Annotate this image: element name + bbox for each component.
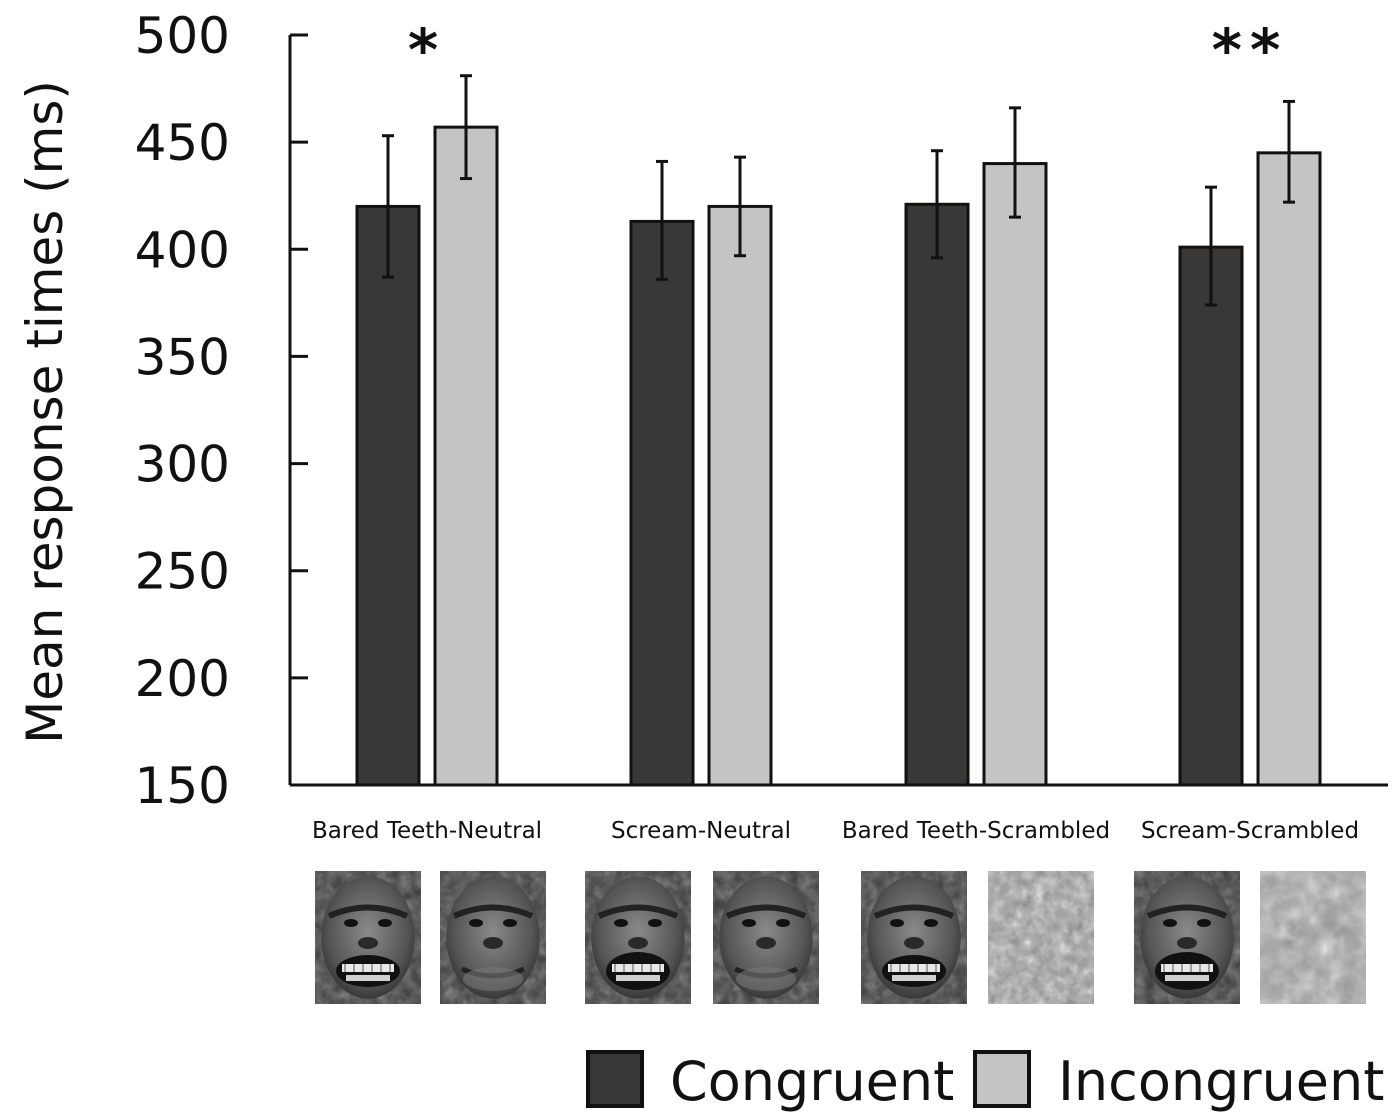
legend-label: Incongruent <box>1058 1050 1384 1112</box>
y-tick-label: 400 <box>135 221 230 279</box>
y-tick-label: 450 <box>135 114 230 172</box>
incongruent-bar <box>433 125 499 787</box>
y-tick-label: 300 <box>135 436 230 494</box>
y-tick-label: 350 <box>135 328 230 386</box>
congruent-error-bar <box>1205 185 1217 307</box>
congruent-bar <box>629 219 695 787</box>
neutral-chimpanzee-face <box>440 871 546 1004</box>
incongruent-error-bar <box>1009 106 1021 219</box>
significance-marker: ** <box>1212 16 1289 84</box>
scrambled-image <box>988 871 1094 1004</box>
y-axis-title: Mean response times (ms) <box>16 80 74 744</box>
incongruent-error-bar <box>1283 99 1295 204</box>
legend-swatch <box>586 1050 644 1108</box>
congruent-error-bar <box>656 159 668 281</box>
y-tick-label: 500 <box>135 7 230 65</box>
legend-label: Congruent <box>670 1050 954 1112</box>
legend-item-congruent: Congruent <box>586 1050 954 1112</box>
neutral-chimpanzee-face <box>713 871 819 1004</box>
scream-chimpanzee-face <box>585 871 691 1004</box>
y-tick-label: 250 <box>135 543 230 601</box>
legend-item-incongruent: Incongruent <box>973 1050 1384 1112</box>
x-category-label: Bared Teeth-Scrambled <box>842 818 1110 844</box>
bared-teeth-chimpanzee-face <box>861 871 967 1004</box>
x-category-label: Scream-Scrambled <box>1141 818 1359 844</box>
legend-swatch <box>973 1050 1031 1108</box>
significance-marker: * <box>408 16 438 84</box>
x-category-label: Bared Teeth-Neutral <box>312 818 542 844</box>
incongruent-error-bar <box>734 155 746 258</box>
x-category-label: Scream-Neutral <box>611 818 791 844</box>
scream-chimpanzee-face <box>1134 871 1240 1004</box>
incongruent-bar <box>707 204 773 787</box>
incongruent-error-bar <box>460 74 472 181</box>
y-tick-label: 150 <box>135 757 230 815</box>
y-tick-label: 200 <box>135 650 230 708</box>
congruent-error-bar <box>382 134 394 279</box>
bared-teeth-chimpanzee-face <box>315 871 421 1004</box>
congruent-error-bar <box>931 149 943 260</box>
incongruent-bar <box>1256 151 1322 787</box>
scrambled-image <box>1260 871 1366 1004</box>
congruent-bar <box>355 204 421 787</box>
congruent-bar <box>1178 245 1244 787</box>
congruent-bar <box>904 202 970 787</box>
incongruent-bar <box>982 162 1048 787</box>
